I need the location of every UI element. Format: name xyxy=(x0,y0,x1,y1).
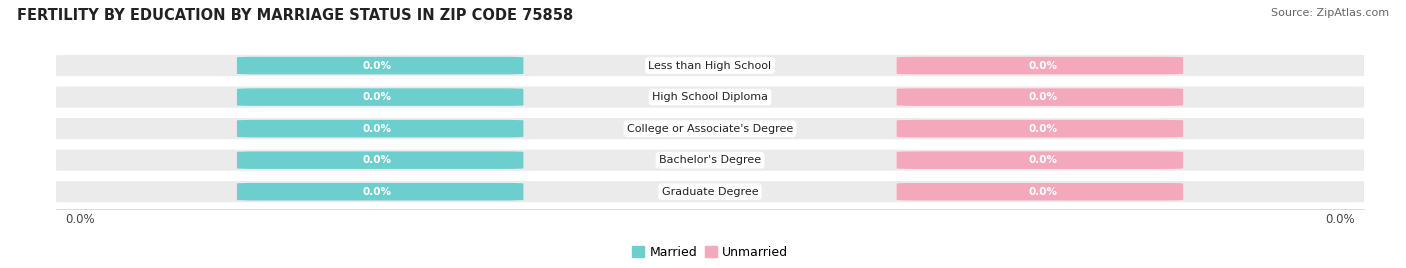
FancyBboxPatch shape xyxy=(238,120,523,137)
Text: Graduate Degree: Graduate Degree xyxy=(662,187,758,197)
Legend: Married, Unmarried: Married, Unmarried xyxy=(627,241,793,264)
Text: 0.0%: 0.0% xyxy=(1028,124,1057,134)
Text: 0.0%: 0.0% xyxy=(1028,92,1057,102)
FancyBboxPatch shape xyxy=(897,57,1182,74)
Text: Less than High School: Less than High School xyxy=(648,61,772,70)
Text: High School Diploma: High School Diploma xyxy=(652,92,768,102)
Text: 0.0%: 0.0% xyxy=(1028,155,1057,165)
Text: 0.0%: 0.0% xyxy=(363,92,392,102)
FancyBboxPatch shape xyxy=(897,183,1182,200)
Text: 0.0%: 0.0% xyxy=(363,61,392,70)
FancyBboxPatch shape xyxy=(897,88,1182,106)
FancyBboxPatch shape xyxy=(897,120,1182,137)
Text: Bachelor's Degree: Bachelor's Degree xyxy=(659,155,761,165)
FancyBboxPatch shape xyxy=(238,88,523,106)
Text: 0.0%: 0.0% xyxy=(1028,187,1057,197)
FancyBboxPatch shape xyxy=(38,55,1382,76)
FancyBboxPatch shape xyxy=(238,183,523,200)
Text: College or Associate's Degree: College or Associate's Degree xyxy=(627,124,793,134)
FancyBboxPatch shape xyxy=(238,151,523,169)
Text: 0.0%: 0.0% xyxy=(363,187,392,197)
FancyBboxPatch shape xyxy=(38,150,1382,171)
FancyBboxPatch shape xyxy=(38,181,1382,202)
FancyBboxPatch shape xyxy=(897,151,1182,169)
Text: 0.0%: 0.0% xyxy=(363,124,392,134)
Text: 0.0%: 0.0% xyxy=(1028,61,1057,70)
Text: 0.0%: 0.0% xyxy=(363,155,392,165)
FancyBboxPatch shape xyxy=(238,57,523,74)
FancyBboxPatch shape xyxy=(38,87,1382,108)
FancyBboxPatch shape xyxy=(38,118,1382,139)
Text: FERTILITY BY EDUCATION BY MARRIAGE STATUS IN ZIP CODE 75858: FERTILITY BY EDUCATION BY MARRIAGE STATU… xyxy=(17,8,574,23)
Text: Source: ZipAtlas.com: Source: ZipAtlas.com xyxy=(1271,8,1389,18)
